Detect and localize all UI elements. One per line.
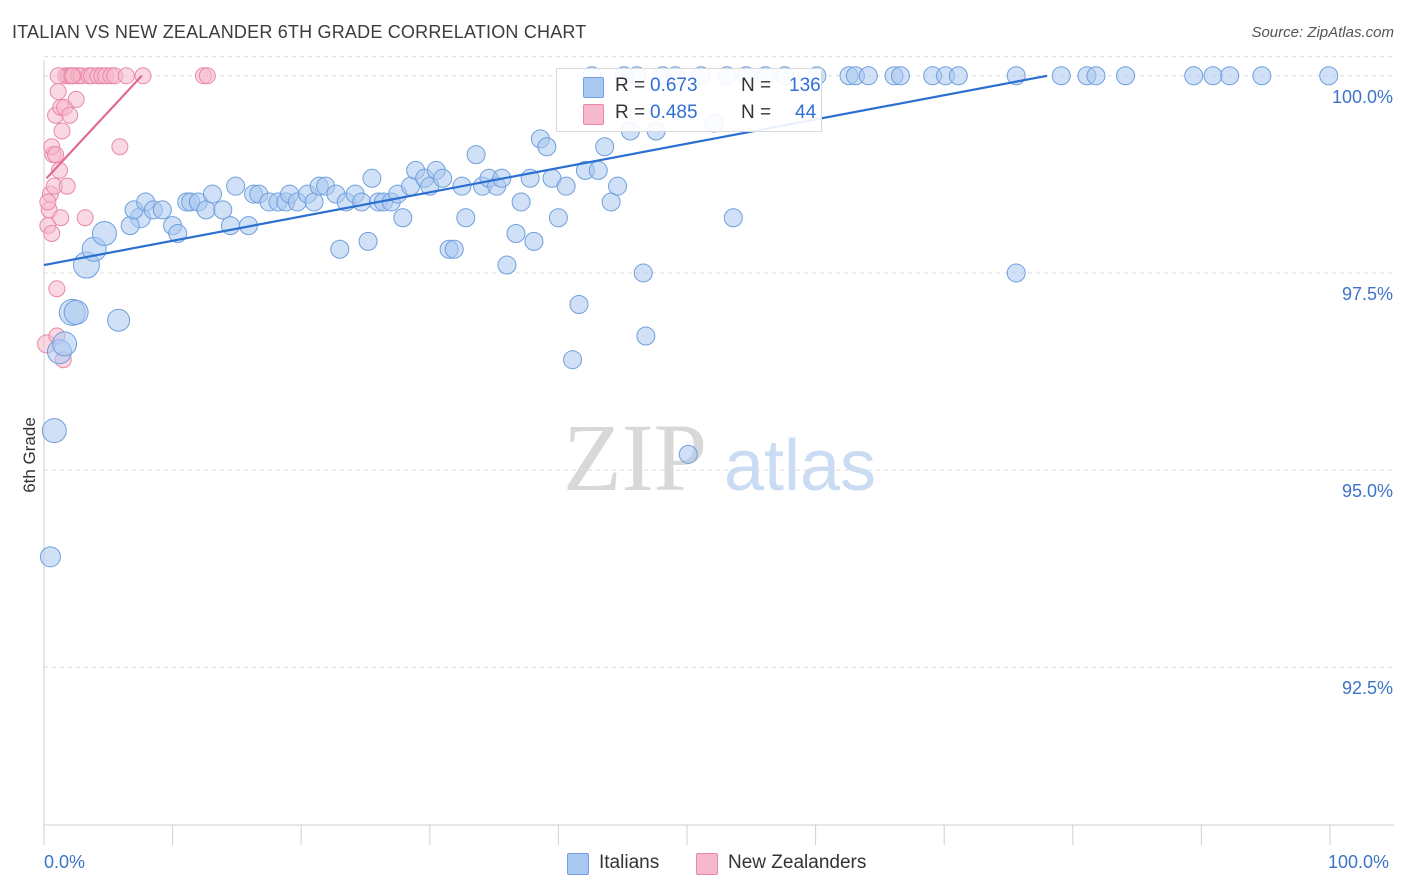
- n-label: N =: [741, 75, 772, 96]
- italians-point: [41, 418, 67, 444]
- italians-point: [588, 160, 608, 180]
- italians-point: [213, 200, 233, 220]
- italians-point: [497, 255, 517, 275]
- new-zealanders-point: [47, 146, 65, 164]
- italians-point: [633, 263, 653, 283]
- new-zealanders-point: [61, 106, 79, 124]
- new-zealanders-point: [43, 225, 61, 243]
- italians-point: [569, 294, 589, 314]
- italians-point: [595, 137, 615, 157]
- trend-lines: [43, 74, 1048, 267]
- italians-point: [304, 192, 324, 212]
- italians-point: [548, 208, 568, 228]
- italians-point: [433, 168, 453, 188]
- italians-trend-line: [43, 74, 1048, 267]
- italians-point: [524, 231, 544, 251]
- italians-point: [636, 326, 656, 346]
- x-tick-max: 100.0%: [1328, 852, 1390, 872]
- new-zealanders-point: [52, 209, 70, 227]
- italians-point: [858, 66, 878, 86]
- y-tick-label: 97.5%: [1341, 283, 1393, 304]
- italians-point: [444, 239, 464, 259]
- new-zealanders-point: [58, 177, 76, 195]
- y-tick-label: 100.0%: [1331, 86, 1393, 107]
- italians-point: [556, 176, 576, 196]
- n-value: 44: [795, 102, 817, 123]
- new-zealanders-point: [53, 122, 71, 140]
- italians-point: [1184, 66, 1204, 86]
- grid-lines: [44, 56, 1394, 668]
- new-zealanders-point: [49, 67, 67, 85]
- r-value: 0.485: [650, 102, 698, 123]
- source-label: Source: ZipAtlas.com: [1251, 24, 1394, 41]
- italians-legend-swatch: [567, 853, 589, 875]
- italians-point: [120, 216, 140, 236]
- new-zealanders-point: [198, 67, 216, 85]
- italians-point: [202, 184, 222, 204]
- italians-point: [948, 66, 968, 86]
- new-zealanders-point: [117, 67, 135, 85]
- italians-point: [1319, 66, 1339, 86]
- italians-point: [1116, 66, 1136, 86]
- italians-point: [226, 176, 246, 196]
- italians-swatch: [583, 77, 604, 98]
- italians-point: [1252, 66, 1272, 86]
- italians-point: [678, 444, 698, 464]
- new-zealanders-point: [50, 161, 68, 179]
- italians-point: [1220, 66, 1240, 86]
- n-value: 136: [789, 75, 821, 96]
- italians-point: [608, 176, 628, 196]
- italians-point: [352, 192, 372, 212]
- new-zealanders-trend-line: [45, 75, 143, 180]
- y-tick-label: 92.5%: [1341, 678, 1393, 699]
- x-tick-min: 0.0%: [44, 852, 86, 872]
- italians-point: [152, 200, 172, 220]
- italians-point: [358, 231, 378, 251]
- italians-point: [330, 239, 350, 259]
- italians-point: [107, 308, 131, 332]
- italians-point: [466, 145, 486, 165]
- new-zealanders-point: [111, 138, 129, 156]
- y-tick-label: 95.0%: [1341, 481, 1393, 502]
- x-axis: [43, 60, 1394, 845]
- italians-point: [362, 168, 382, 188]
- italians-legend-label: Italians: [599, 852, 660, 873]
- italians-point: [1006, 263, 1026, 283]
- italians-point: [456, 208, 476, 228]
- new-zealanders-point: [63, 67, 81, 85]
- r-label: R =: [615, 102, 646, 123]
- n-label: N =: [741, 102, 772, 123]
- italians-point: [1051, 66, 1071, 86]
- new-zealanders-point: [67, 90, 85, 108]
- italians-point: [506, 224, 526, 244]
- watermark-atlas: atlas: [724, 426, 876, 506]
- chart-title: ITALIAN VS NEW ZEALANDER 6TH GRADE CORRE…: [12, 22, 587, 42]
- italians-point: [1086, 66, 1106, 86]
- new-zealanders-point: [39, 193, 57, 211]
- new-zealanders-point: [48, 280, 66, 298]
- italians-point: [890, 66, 910, 86]
- italians-point: [91, 221, 117, 247]
- r-value: 0.673: [650, 75, 698, 96]
- r-label: R =: [615, 75, 646, 96]
- italians-point: [723, 208, 743, 228]
- italians-point: [511, 192, 531, 212]
- italians-point: [393, 208, 413, 228]
- new-zealanders-legend-label: New Zealanders: [728, 852, 867, 873]
- italians-point: [63, 299, 89, 325]
- new-zealanders-point: [76, 209, 94, 227]
- italians-point: [1203, 66, 1223, 86]
- italians-point: [52, 331, 78, 357]
- stats-legend: R = 0.673 N = 136 R = 0.485 N = 44: [556, 68, 822, 132]
- new-zealanders-legend-swatch: [696, 853, 718, 875]
- italians-point: [563, 350, 583, 370]
- new-zealanders-point: [49, 83, 67, 101]
- new-zealanders-points: [37, 67, 216, 369]
- new-zealanders-swatch: [583, 104, 604, 125]
- italians-point: [537, 137, 557, 157]
- italians-point: [39, 546, 61, 568]
